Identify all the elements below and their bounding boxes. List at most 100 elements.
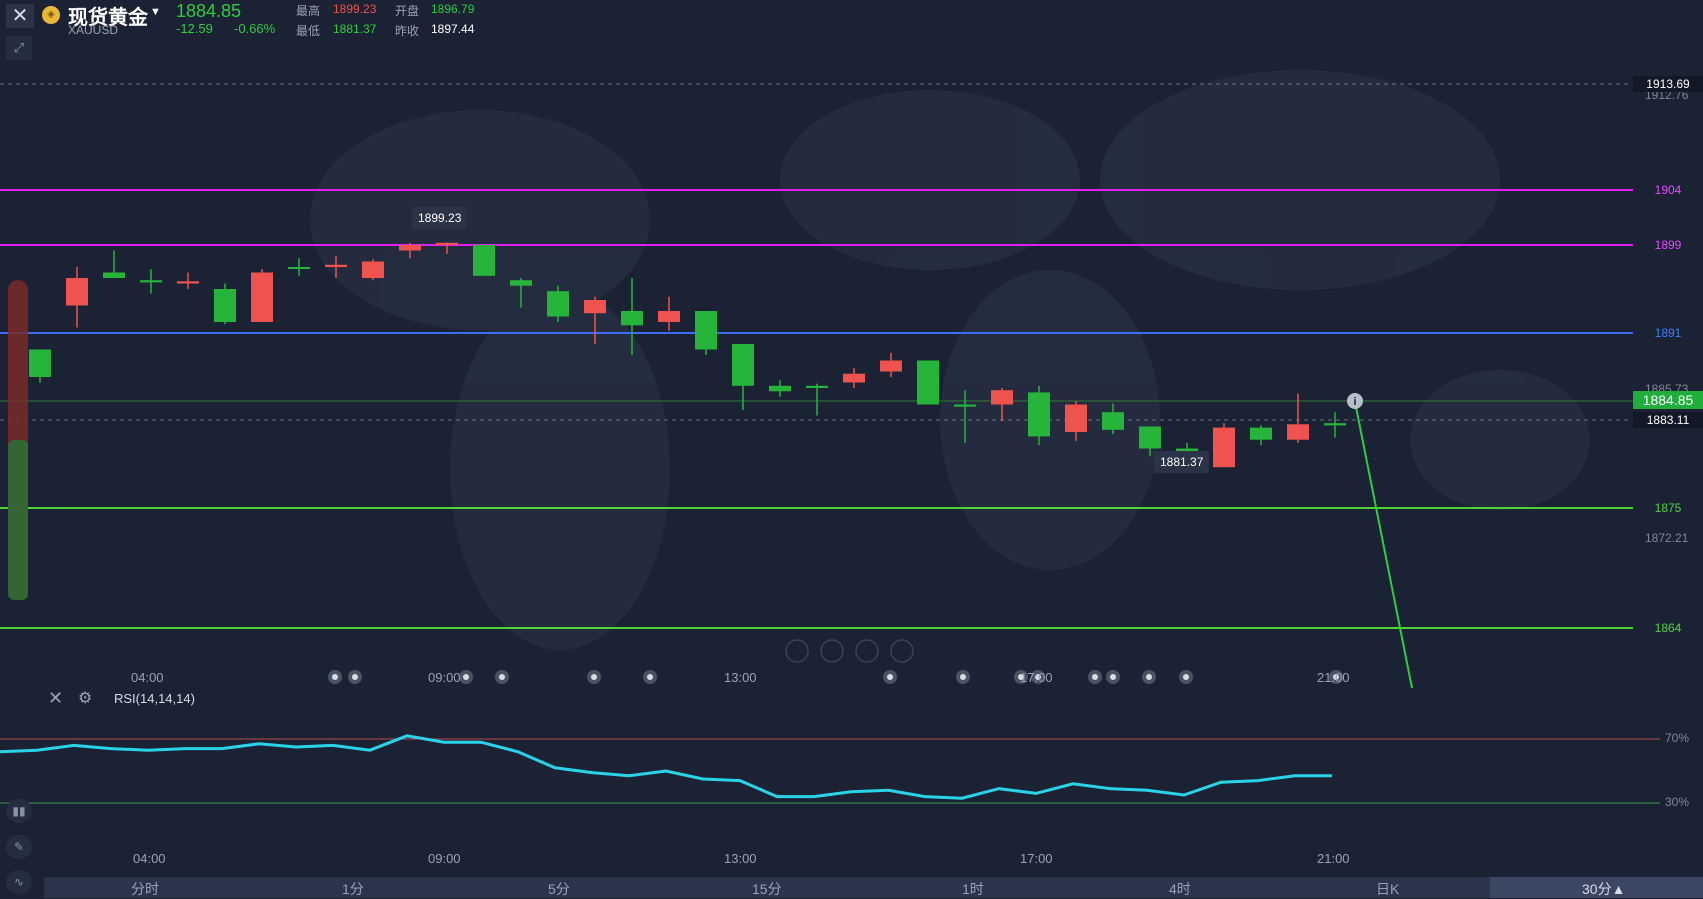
candle-body[interactable]	[177, 281, 199, 284]
candle-body[interactable]	[1102, 412, 1124, 430]
indicator-icon[interactable]: ∿	[6, 870, 32, 894]
rsi-upper-label: 70%	[1665, 731, 1690, 745]
event-markers[interactable]	[328, 670, 1343, 684]
low-label: 最低	[296, 24, 321, 38]
candle-body[interactable]	[843, 373, 865, 383]
axis-price-grey-low: 1872.21	[1645, 531, 1689, 545]
gear-icon[interactable]: ⚙	[78, 690, 93, 707]
candle-body[interactable]	[584, 300, 606, 314]
level-tag-1904[interactable]: 1904	[1633, 182, 1703, 198]
candle-body[interactable]	[917, 360, 939, 405]
level-tag-1891[interactable]: 1891	[1654, 326, 1682, 340]
candle-body[interactable]	[362, 261, 384, 279]
instrument-code: XAUUSD	[68, 23, 119, 37]
level-tag-1899[interactable]: 1899	[1633, 237, 1703, 253]
alert-price-upper[interactable]: 1913.69	[1633, 76, 1703, 92]
time-label: 09:00	[428, 851, 461, 866]
candle-body[interactable]	[547, 291, 569, 317]
candle-body[interactable]	[658, 311, 680, 322]
period-tab-5m[interactable]: 5分	[548, 881, 570, 897]
projection-line[interactable]	[1354, 401, 1413, 689]
candle-body[interactable]	[473, 245, 495, 276]
candle-body[interactable]	[251, 272, 273, 323]
candle-body[interactable]	[436, 242, 458, 245]
period-tab-active-bg	[1490, 877, 1703, 898]
candle-body[interactable]	[29, 349, 51, 378]
close-button[interactable]: ✕	[6, 4, 34, 28]
time-label: 17:00	[1020, 670, 1053, 685]
candle-body[interactable]	[288, 267, 310, 269]
candle-body[interactable]	[510, 280, 532, 286]
current-price: 1884.85	[176, 1, 242, 21]
candle-body[interactable]	[1213, 427, 1235, 468]
period-tab-timeshare[interactable]: 分时	[131, 881, 159, 897]
rsi-line	[0, 734, 1332, 800]
current-price-tag: 1884.85	[1633, 391, 1703, 409]
period-tab-1m[interactable]: 1分	[342, 881, 364, 897]
high-value: 1899.23	[333, 2, 377, 16]
candle-body[interactable]	[325, 264, 347, 267]
world-map-background	[310, 70, 1590, 650]
candle-body[interactable]	[1287, 424, 1309, 440]
candle-body[interactable]	[954, 404, 976, 407]
candle-body[interactable]	[140, 280, 162, 283]
candle-body[interactable]	[769, 385, 791, 392]
time-label: 21:00	[1317, 851, 1350, 866]
open-value: 1896.79	[431, 2, 475, 16]
price-change-pct: -0.66%	[234, 21, 276, 36]
candle-body[interactable]	[1250, 427, 1272, 440]
gold-coin-icon: ◈	[42, 6, 60, 24]
period-tab-15m[interactable]: 15分	[752, 881, 782, 897]
pencil-icon[interactable]: ✎	[6, 835, 32, 859]
prev-close-label: 昨收	[395, 24, 420, 38]
info-icon[interactable]	[1347, 393, 1363, 409]
candle-body[interactable]	[1139, 426, 1161, 449]
high-label: 最高	[296, 4, 321, 18]
price-change: -12.59	[176, 21, 213, 36]
candle-body[interactable]	[1028, 392, 1050, 437]
high-tooltip: 1899.23	[412, 207, 468, 229]
close-indicator-icon[interactable]: ✕	[48, 688, 64, 708]
candle-body[interactable]	[399, 245, 421, 251]
low-tooltip: 1881.37	[1154, 451, 1210, 473]
level-tag-1864[interactable]: 1864	[1654, 621, 1682, 635]
candle-body[interactable]	[991, 390, 1013, 405]
rsi-lower-label: 30%	[1665, 795, 1690, 809]
time-label: 17:00	[1020, 851, 1053, 866]
candle-body[interactable]	[103, 272, 125, 279]
fullscreen-icon[interactable]: ⤢	[6, 36, 32, 60]
instrument-name[interactable]: 现货黄金	[68, 7, 148, 29]
time-label: 09:00	[428, 670, 461, 685]
period-tab-daily[interactable]: 日K	[1376, 881, 1400, 897]
prev-close-value: 1897.44	[431, 22, 475, 36]
candle-body[interactable]	[806, 385, 828, 388]
period-tab-30m[interactable]: 30分▲	[1582, 881, 1626, 897]
zoom-controls[interactable]	[785, 639, 914, 663]
alert-price-lower[interactable]: 1883.11	[1633, 412, 1703, 428]
rsi-label: RSI(14,14,14)	[114, 691, 195, 706]
candlestick-icon[interactable]: ▮▮	[6, 799, 32, 823]
level-tag-1875[interactable]: 1875	[1654, 501, 1682, 515]
open-label: 开盘	[395, 4, 420, 18]
candle-body[interactable]	[621, 311, 643, 326]
candle-body[interactable]	[880, 360, 902, 372]
period-bar	[44, 877, 1703, 898]
time-label: 13:00	[724, 670, 757, 685]
period-tab-1h[interactable]: 1时	[962, 881, 984, 897]
svg-text:i: i	[1353, 396, 1356, 408]
time-label: 21:00	[1317, 670, 1350, 685]
candle-body[interactable]	[66, 278, 88, 306]
time-label: 04:00	[131, 670, 164, 685]
candle-body[interactable]	[732, 344, 754, 386]
period-tab-4h[interactable]: 4时	[1169, 881, 1191, 897]
candle-body[interactable]	[1065, 404, 1087, 433]
time-label: 04:00	[133, 851, 166, 866]
strength-bar-green	[8, 440, 28, 600]
candle-body[interactable]	[695, 311, 717, 350]
candle-body[interactable]	[214, 289, 236, 322]
chevron-down-icon[interactable]: ▼	[150, 6, 161, 18]
time-label: 13:00	[724, 851, 757, 866]
low-value: 1881.37	[333, 22, 377, 36]
candle-body[interactable]	[1324, 423, 1346, 426]
